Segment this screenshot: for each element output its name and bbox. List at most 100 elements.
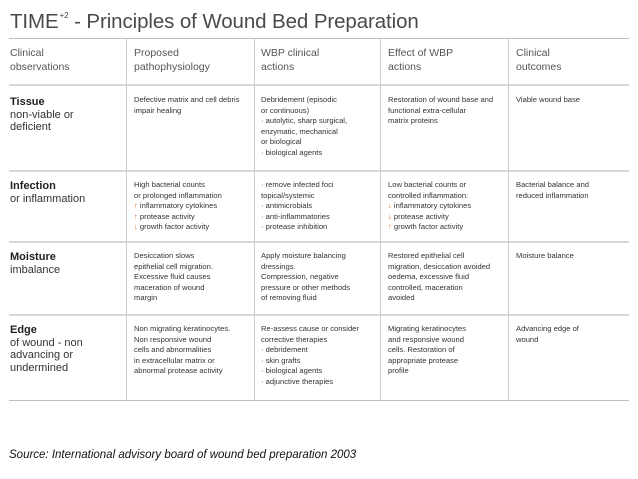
- table-cell: Moisture balance: [516, 251, 574, 262]
- cell-line: · adjunctive therapies: [261, 376, 334, 386]
- cell-line: Restoration of wound base and: [388, 95, 494, 104]
- cell-line: · autolytic, sharp surgical,: [261, 116, 348, 125]
- column-divider: [126, 38, 127, 400]
- cell-line: oedema, excessive fluid: [388, 272, 470, 281]
- table-cell: Advancing edge of wound: [516, 324, 579, 345]
- cell-line: · remove infected foci: [261, 180, 334, 189]
- row-heading: Tissue non-viable or deficient: [10, 96, 74, 134]
- cell-line: · biological agents: [261, 147, 323, 157]
- cell-line: ↓ protease activity: [388, 212, 471, 223]
- arrow-down-icon: ↓: [388, 211, 392, 221]
- cell-line: · antimicrobials: [261, 201, 313, 210]
- cell-line: Moisture balance: [516, 251, 574, 260]
- cell-line: Non migrating keratinocytes.: [134, 324, 231, 333]
- row-heading-sub: of wound - non: [10, 336, 83, 349]
- row-heading-sub: non-viable or: [10, 108, 74, 121]
- cell-line: dressings.: [261, 261, 296, 271]
- cell-line: Re-assess cause or consider: [261, 324, 359, 333]
- row-heading-sub: imbalance: [10, 263, 61, 276]
- cell-line: · skin grafts: [261, 355, 301, 365]
- table-cell: Viable wound base: [516, 95, 580, 106]
- cell-line: ↓ inflammatory cytokines: [388, 201, 471, 212]
- column-header-line: WBP clinical: [261, 47, 320, 59]
- cell-line-text: inflammatory cytokines: [391, 201, 472, 210]
- column-header: Effect of WBP actions: [388, 46, 453, 74]
- table-cell: High bacterial counts or prolonged inflam…: [134, 180, 222, 233]
- cell-line: in extracellular matrix or: [134, 355, 215, 365]
- table-cell: Restoration of wound base and functional …: [388, 95, 493, 127]
- column-header-line: Proposed: [134, 47, 179, 59]
- cell-line: Migrating keratinocytes: [388, 324, 467, 333]
- cell-line: · anti-inflammatories: [261, 211, 330, 221]
- column-header: Proposed pathophysiology: [134, 46, 210, 74]
- row-heading-sub: advancing or: [10, 349, 73, 361]
- cell-line: Defective matrix and cell debris: [134, 95, 240, 104]
- column-header: Clinical observations: [10, 46, 70, 74]
- table-cell: Debridement (episodic or continuous) · aut…: [261, 95, 347, 158]
- table-cell: Apply moisture balancing dressings. Compre…: [261, 251, 350, 304]
- table-bottom-rule: [9, 400, 629, 401]
- cell-line-text: growth factor activity: [391, 222, 464, 231]
- column-divider: [380, 38, 381, 400]
- column-header-line: Clinical: [516, 47, 550, 59]
- cell-line: appropriate protease: [388, 355, 459, 365]
- cell-line: pressure or other methods: [261, 282, 351, 292]
- cell-line: epithelial cell migration.: [134, 261, 213, 271]
- table-cell: Non migrating keratinocytes. Non responsi…: [134, 324, 230, 377]
- table-cell: Restored epithelial cell migration, desic…: [388, 251, 490, 304]
- column-header: WBP clinical actions: [261, 46, 319, 74]
- cell-line: margin: [134, 293, 158, 302]
- cell-line: migration, desiccation avoided: [388, 261, 491, 271]
- table-top-rule: [9, 38, 629, 39]
- cell-line: or continuous): [261, 105, 310, 115]
- column-header-line: Clinical: [10, 47, 44, 59]
- row-heading-main: Infection: [10, 180, 56, 192]
- column-divider: [254, 38, 255, 400]
- cell-line: matrix proteins: [388, 116, 438, 125]
- row-heading-main: Moisture: [10, 251, 56, 263]
- table-cell: Low bacterial counts or controlled inflam…: [388, 180, 471, 233]
- column-header-line: actions: [261, 61, 295, 73]
- row-heading-sub: deficient: [10, 121, 51, 133]
- table-cell: Re-assess cause or consider corrective th…: [261, 324, 359, 387]
- column-header-line: actions: [388, 61, 422, 73]
- cell-line-text: growth factor activity: [137, 222, 210, 231]
- cell-line: Restored epithelial cell: [388, 251, 465, 260]
- cell-line: · debridement: [261, 345, 308, 354]
- row-heading-sub: or inflammation: [10, 192, 86, 205]
- cell-line: ↓ growth factor activity: [134, 222, 222, 233]
- column-header-line: pathophysiology: [134, 61, 210, 73]
- cell-line: enzymatic, mechanical: [261, 126, 338, 136]
- cell-line: controlled inflammation:: [388, 190, 469, 200]
- cell-line-text: protease activity: [137, 211, 195, 221]
- cell-line: Apply moisture balancing: [261, 251, 346, 260]
- row-heading: Edge of wound - non advancing or undermined: [10, 324, 83, 374]
- cell-line: Advancing edge of: [516, 324, 579, 333]
- cell-line: · protease inhibition: [261, 222, 328, 231]
- cell-line: ↑ growth factor activity: [388, 222, 471, 233]
- arrow-up-icon: ↑: [388, 222, 392, 231]
- table-cell: Bacterial balance and reduced inflammatio…: [516, 180, 589, 201]
- cell-line: and responsive wound: [388, 334, 464, 344]
- cell-line: reduced inflammation: [516, 190, 589, 200]
- arrow-down-icon: ↓: [134, 222, 138, 231]
- cell-line: controlled, maceration: [388, 282, 463, 292]
- row-heading-main: Edge: [10, 324, 37, 336]
- row-heading: Infection or inflammation: [10, 180, 85, 205]
- page-title: TIME+2 - Principles of Wound Bed Prepara…: [10, 10, 419, 33]
- cell-line: Excessive fluid causes: [134, 272, 211, 281]
- cell-line: or biological: [261, 137, 302, 146]
- cell-line: wound: [516, 334, 539, 344]
- cell-line: or prolonged inflammation: [134, 190, 222, 200]
- column-divider: [508, 38, 509, 400]
- header-divider: [9, 84, 629, 86]
- table-cell: · remove infected foci topical/systemic ·…: [261, 180, 334, 233]
- cell-line: cells and abnormalities: [134, 345, 212, 354]
- cell-line: Compression, negative: [261, 272, 339, 281]
- column-header-line: outcomes: [516, 61, 562, 73]
- cell-line: profile: [388, 366, 409, 375]
- cell-line: Desiccation slows: [134, 251, 195, 260]
- table-cell: Migrating keratinocytes and responsive wo…: [388, 324, 466, 377]
- cell-line: ↑ protease activity: [134, 212, 222, 223]
- row-divider: [9, 170, 629, 172]
